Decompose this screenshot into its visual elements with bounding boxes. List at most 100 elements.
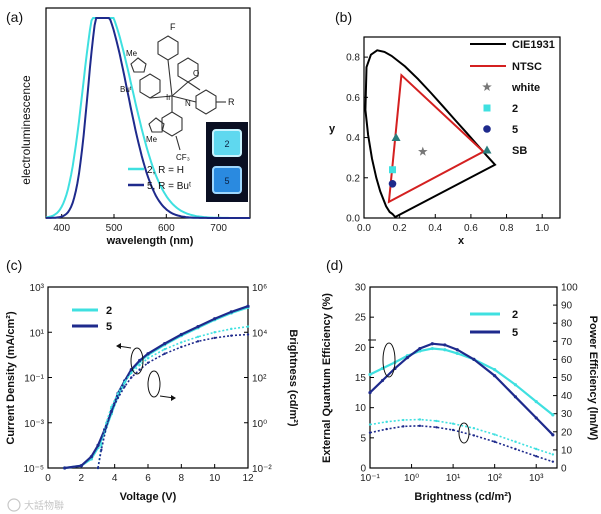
panel-c-point [163, 341, 167, 346]
panel-b-xtick-label: 1.0 [535, 223, 549, 234]
panel-c-point [146, 361, 150, 364]
panel-b-xlabel: x [458, 235, 465, 247]
panel-d-point [493, 433, 496, 436]
panel-d-point [493, 374, 497, 378]
panel-c-ytick-left-label: 10⁻⁵ [23, 464, 44, 475]
panel-d: (d) 10⁻¹ 10⁰ 10¹ 10² 10³05101520253001020304… [321, 257, 599, 503]
panel-d-point [405, 355, 409, 360]
mol-label-me1: Me [126, 49, 138, 58]
panel-a-ylabel: electroluminescence [19, 75, 33, 185]
panel-d-ytick-right-label: 0 [561, 464, 567, 475]
panel-c-point [180, 345, 183, 349]
device-label-2: 2 [224, 139, 229, 149]
panel-d-ytick-right-label: 70 [561, 337, 573, 348]
annotation-arrowhead-left [116, 343, 121, 349]
panel-c-point [138, 358, 142, 363]
panel-c-point [116, 392, 120, 395]
panel-b-ytick-label: 0.6 [346, 93, 360, 104]
device-5-emission [212, 166, 242, 194]
panel-d-point [514, 447, 517, 451]
panel-d-series-2-PE [369, 418, 554, 456]
panel-d-point [368, 431, 372, 434]
panel-c-point [179, 332, 183, 337]
legend-b-sb-swatch [482, 145, 492, 154]
panel-c-ytick-left-label: 10¹ [30, 328, 45, 339]
panel-d-point [455, 348, 459, 352]
panel-d-series-2-EQE [369, 347, 554, 416]
panel-c-ytick-right-label: 10⁴ [252, 328, 267, 339]
panel-d-point [472, 434, 476, 437]
panel-d-point [551, 433, 555, 437]
cie-point-5 [388, 180, 397, 188]
panel-c-xtick-label: 12 [242, 473, 254, 484]
panel-b-xtick-label: 0.0 [357, 223, 371, 234]
panel-d-point [430, 342, 434, 346]
panel-c-point [196, 324, 200, 329]
mol-label-f: F [170, 22, 176, 32]
panel-d-point [551, 413, 555, 417]
panel-b-ytick-label: 0.0 [346, 214, 360, 225]
panel-c-point [100, 444, 103, 447]
panel-d-point [551, 460, 555, 463]
panel-c-point [138, 368, 141, 371]
panel-d-ytick-left-label: 30 [355, 283, 367, 294]
panel-c-point [96, 466, 100, 470]
panel-d-xtick-label: 10⁻¹ [360, 473, 380, 484]
panel-d-ylabel-left: External Quantum Efficiency (%) [321, 293, 333, 463]
mol-label-r: R [228, 97, 235, 107]
legend-b-label: 2 [512, 103, 518, 115]
cie-point-2 [389, 166, 397, 174]
panel-c-point [180, 341, 183, 344]
panel-d-point [402, 425, 405, 428]
panel-c-point [130, 371, 133, 375]
panel-c-frame [47, 286, 249, 469]
panel-c-ytick-right-label: 10⁻² [252, 464, 272, 475]
legend-b-5-swatch [483, 125, 491, 133]
panel-c-point [246, 304, 250, 308]
watermark-icon [7, 498, 21, 512]
panel-c-point [213, 336, 216, 340]
panel-b-xtick-label: 0.4 [428, 223, 442, 234]
panel-c-ytick-right-label: 10⁶ [252, 283, 267, 294]
panel-a-xtick-label: 500 [106, 223, 123, 234]
device-2-emission [212, 129, 242, 157]
panel-d-point [534, 400, 538, 404]
watermark: 大話物聯 [7, 498, 64, 512]
panel-c-label: (c) [6, 257, 22, 273]
panel-d-ytick-right-label: 40 [561, 391, 573, 402]
cie-point-white [418, 146, 428, 156]
mol-label-bu: Buᵗ [120, 85, 132, 94]
legend-a-2-label: 2, R = H [147, 165, 184, 176]
panel-d-ytick-right-label: 90 [561, 301, 573, 312]
cie-point-sb [391, 133, 401, 142]
panel-d-xtick-label: 10² [487, 473, 502, 484]
panel-a-series-5 [45, 17, 250, 219]
panel-c-point [146, 352, 150, 356]
panel-c-ytick-right-label: 10⁰ [252, 419, 267, 430]
legend-d-2-label: 2 [512, 309, 518, 321]
panel-c-point [110, 405, 113, 409]
watermark-text: 大話物聯 [24, 499, 64, 512]
legend-c-5-label: 5 [106, 321, 112, 333]
panel-d-xlabel: Brightness (cd/m²) [414, 491, 512, 503]
panel-d-point [472, 357, 476, 361]
panel-c: (c) 0 2 4 6 8 10 12 10⁻⁵ 10⁻³ 10⁻¹ 10¹ 10³ 10⁻² 10⁰ 10… [5, 257, 299, 503]
mol-label-ir: Ir [166, 93, 171, 102]
device-photo [206, 122, 248, 202]
panel-d-point [535, 447, 538, 451]
panel-c-point [110, 410, 113, 413]
panel-c-point [79, 464, 83, 468]
panel-a-xtick-label: 400 [53, 223, 70, 234]
panel-d-point [435, 426, 438, 429]
panel-d-frame [369, 286, 558, 469]
panel-d-point [551, 453, 555, 456]
legend-b-label: 5 [512, 124, 518, 136]
panel-a-xlabel: wavelength (nm) [106, 235, 194, 247]
panel-d-point [443, 343, 447, 347]
ntsc-triangle [387, 73, 486, 204]
panel-b-xtick-label: 0.2 [393, 223, 407, 234]
panel-c-point [246, 333, 250, 336]
panel-d-point [535, 455, 538, 458]
panel-d-ytick-right-label: 30 [561, 409, 573, 420]
panel-c-point [63, 466, 67, 470]
